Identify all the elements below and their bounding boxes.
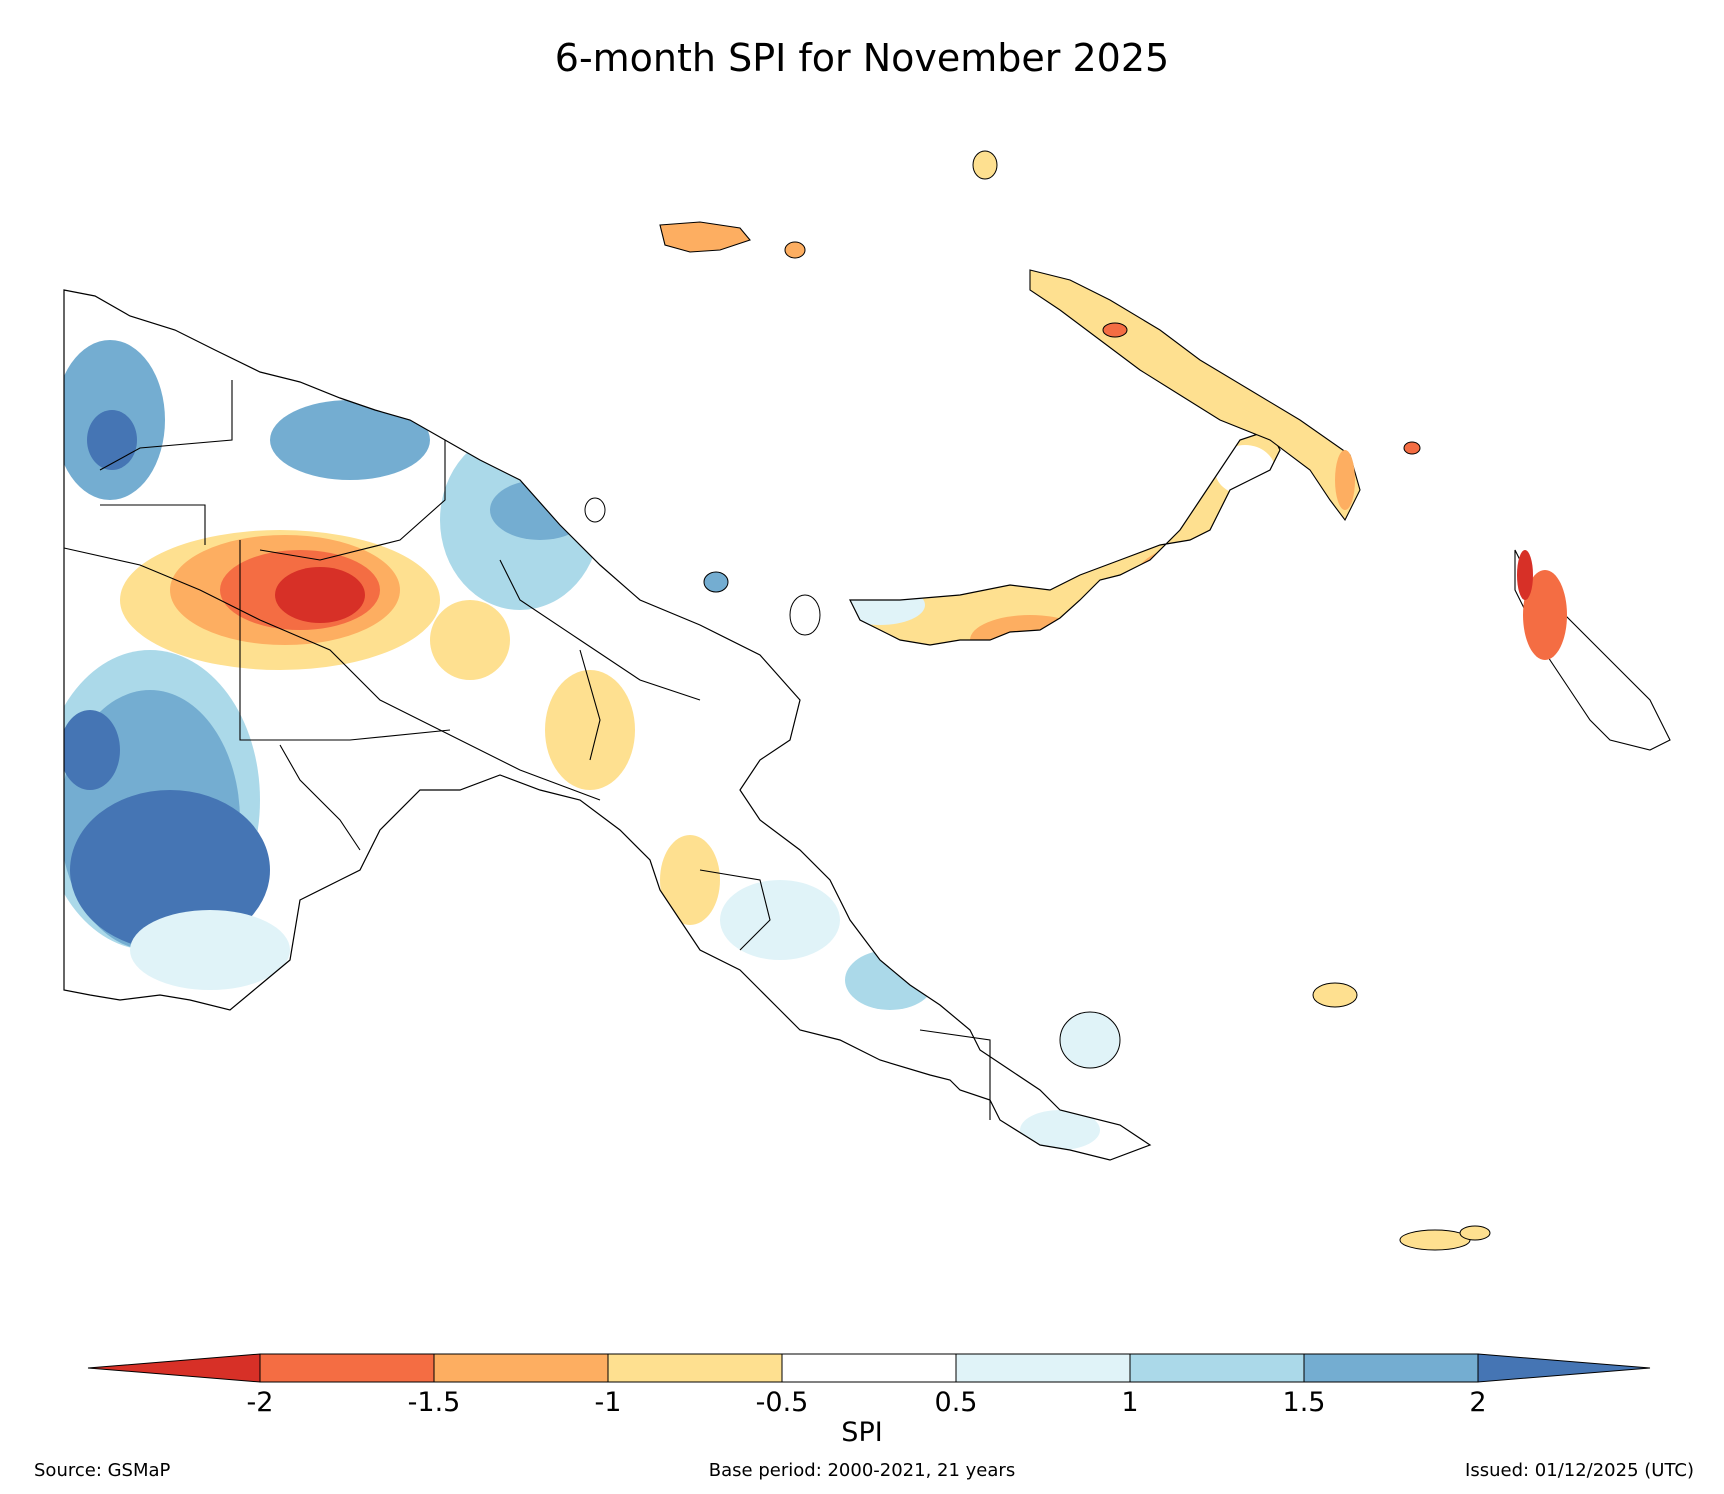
colorbar-tick: -2 [246,1387,274,1418]
issued-note: Issued: 01/12/2025 (UTC) [1465,1460,1694,1481]
colorbar-high-extend [1477,1353,1651,1383]
colorbar-low-extend [87,1353,261,1383]
colorbar-tick: 1.5 [1282,1387,1326,1418]
new-ireland-dry-patch [1335,450,1355,510]
colorbar-tick: -1 [594,1387,622,1418]
colorbar-tick: 0.5 [934,1387,978,1418]
colorbar-segment [1303,1353,1479,1383]
colorbar-tick: -0.5 [755,1387,809,1418]
colorbar-label: SPI [841,1417,883,1448]
colorbar-segment [259,1353,435,1383]
colorbar-segment [607,1353,783,1383]
province-boundaries [63,380,991,1120]
base-period-note: Base period: 2000-2021, 21 years [708,1460,1016,1481]
colorbar-tick: 2 [1469,1387,1487,1418]
manus-island [659,221,751,253]
new-britain-outline [849,429,1281,646]
mainland-outline [63,289,1152,1161]
bougainville-north-patch [1517,550,1533,600]
colorbar-segment [1129,1353,1305,1383]
colorbar-segment [781,1353,957,1383]
colorbar-tick: -1.5 [407,1387,461,1418]
colorbar-segment [433,1353,609,1383]
map-title: 6-month SPI for November 2025 [554,36,1170,80]
colorbar-segment [955,1353,1131,1383]
source-note: Source: GSMaP [34,1460,171,1481]
small-islands [584,150,1491,1251]
colorbar-tick: 1 [1121,1387,1139,1418]
bougainville-dry-patch [1523,570,1567,660]
